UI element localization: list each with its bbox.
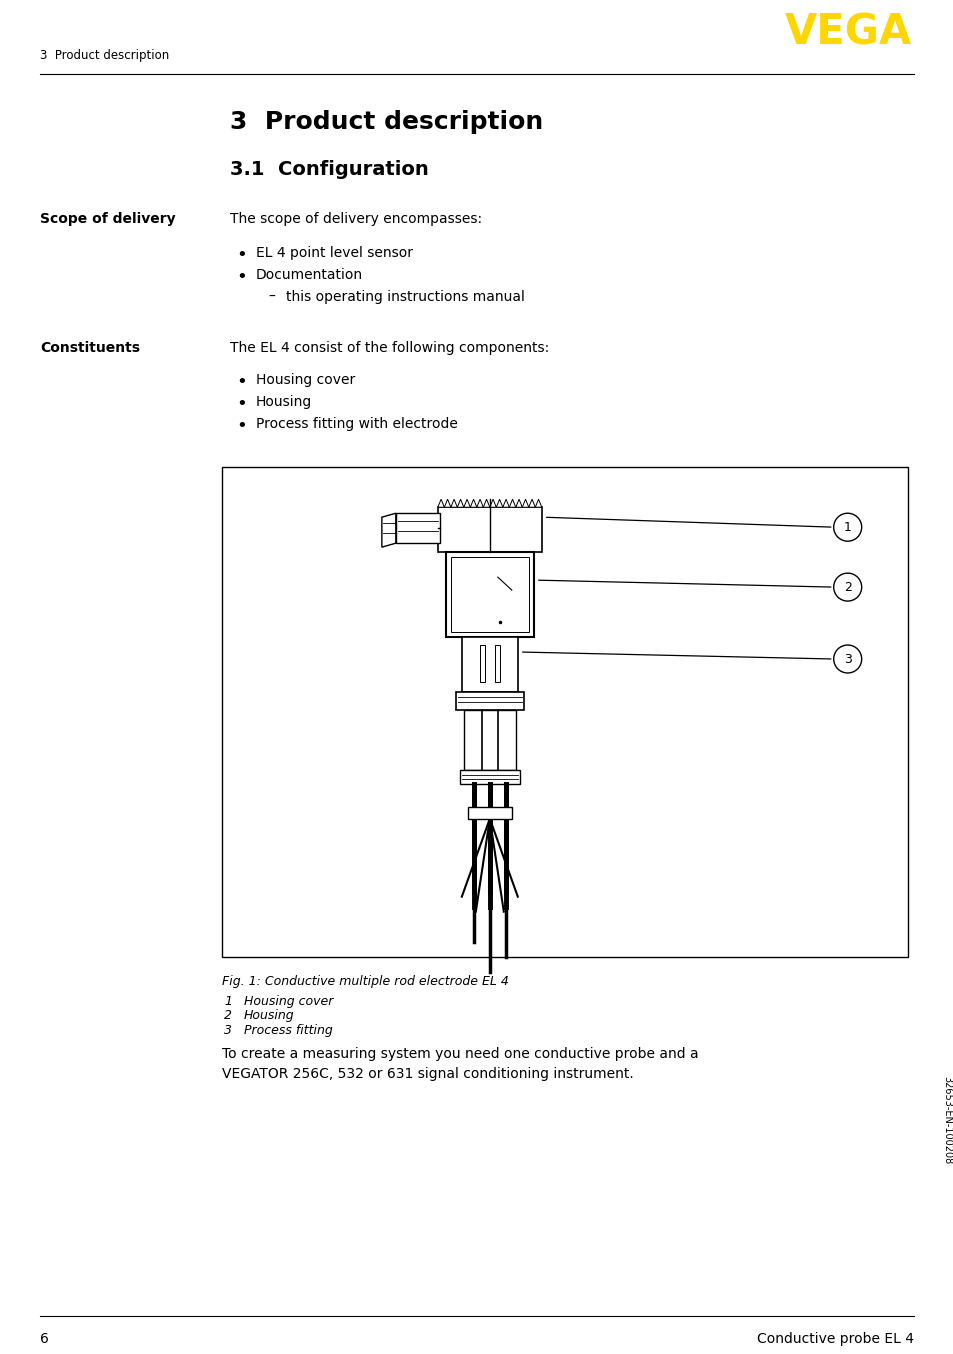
Text: Housing cover: Housing cover — [255, 374, 355, 387]
Bar — [445, 552, 534, 636]
Polygon shape — [489, 500, 496, 508]
Bar — [463, 709, 516, 770]
Text: •: • — [235, 268, 247, 286]
Text: 3.1  Configuration: 3.1 Configuration — [230, 160, 428, 179]
Polygon shape — [502, 500, 509, 508]
Text: 2: 2 — [842, 581, 851, 593]
Text: Scope of delivery: Scope of delivery — [40, 211, 175, 226]
Text: Constituents: Constituents — [40, 341, 140, 356]
Bar — [461, 636, 517, 692]
Text: Process fitting: Process fitting — [244, 1025, 333, 1037]
Text: Conductive probe EL 4: Conductive probe EL 4 — [756, 1332, 913, 1346]
Text: this operating instructions manual: this operating instructions manual — [286, 290, 524, 303]
Polygon shape — [516, 500, 521, 508]
Polygon shape — [483, 500, 489, 508]
Text: 3  Product description: 3 Product description — [40, 49, 169, 62]
Text: •: • — [235, 417, 247, 436]
Bar — [437, 508, 541, 552]
Polygon shape — [509, 500, 516, 508]
Text: 3: 3 — [842, 653, 851, 666]
Text: •: • — [235, 374, 247, 391]
Text: –: – — [268, 290, 274, 303]
Polygon shape — [496, 500, 502, 508]
Polygon shape — [437, 500, 444, 508]
Text: 32653-EN-100208: 32653-EN-100208 — [942, 1076, 952, 1164]
Text: Housing: Housing — [255, 395, 312, 409]
Text: 2: 2 — [224, 1010, 232, 1022]
Polygon shape — [470, 500, 476, 508]
Text: To create a measuring system you need one conductive probe and a
VEGATOR 256C, 5: To create a measuring system you need on… — [222, 1048, 698, 1080]
Polygon shape — [463, 500, 470, 508]
Text: 3  Product description: 3 Product description — [230, 110, 542, 134]
Text: Documentation: Documentation — [255, 268, 363, 282]
Text: 6: 6 — [40, 1332, 49, 1346]
Bar — [459, 770, 519, 784]
Bar — [451, 556, 528, 632]
Text: Process fitting with electrode: Process fitting with electrode — [255, 417, 457, 432]
Text: Housing cover: Housing cover — [244, 995, 333, 1007]
Polygon shape — [444, 500, 451, 508]
Text: EL 4 point level sensor: EL 4 point level sensor — [255, 245, 413, 260]
Text: •: • — [235, 245, 247, 264]
Text: The EL 4 consist of the following components:: The EL 4 consist of the following compon… — [230, 341, 549, 356]
Text: 1: 1 — [224, 995, 232, 1007]
Text: Fig. 1: Conductive multiple rod electrode EL 4: Fig. 1: Conductive multiple rod electrod… — [222, 975, 508, 987]
Text: The scope of delivery encompasses:: The scope of delivery encompasses: — [230, 211, 481, 226]
Bar — [479, 645, 484, 682]
Text: 1: 1 — [842, 521, 851, 533]
Polygon shape — [535, 500, 541, 508]
Text: •: • — [235, 395, 247, 413]
Polygon shape — [456, 500, 463, 508]
Bar — [495, 645, 499, 682]
Bar — [467, 807, 511, 819]
Bar — [456, 692, 523, 709]
Text: VEGA: VEGA — [783, 12, 911, 54]
Text: Housing: Housing — [244, 1010, 294, 1022]
Text: 3: 3 — [224, 1025, 232, 1037]
Polygon shape — [381, 513, 395, 547]
Polygon shape — [451, 500, 456, 508]
Bar — [222, 467, 906, 956]
Bar — [395, 513, 439, 543]
Polygon shape — [528, 500, 535, 508]
Polygon shape — [476, 500, 483, 508]
Polygon shape — [521, 500, 528, 508]
